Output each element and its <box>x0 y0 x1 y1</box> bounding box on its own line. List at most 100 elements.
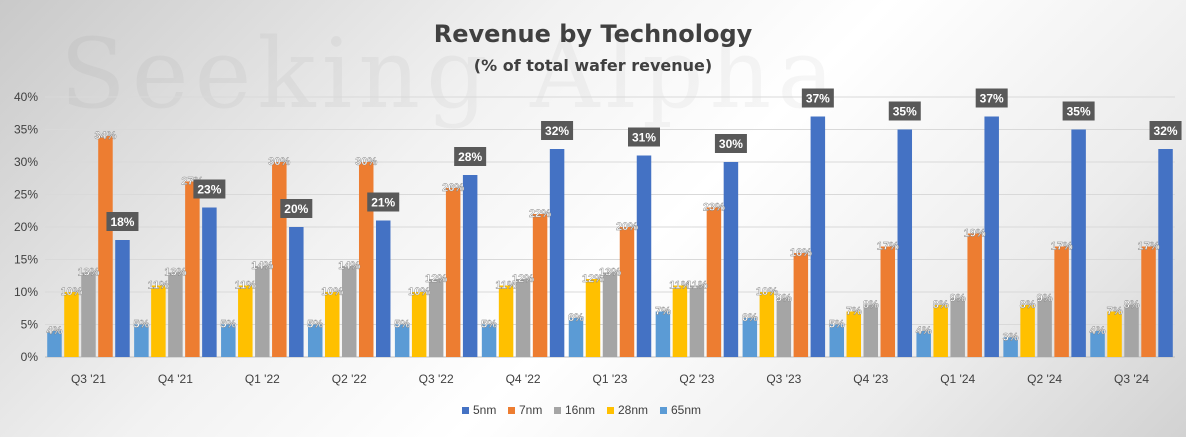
bar-16nm <box>689 285 705 357</box>
bar-5nm <box>810 116 826 357</box>
data-label: 17% <box>1051 241 1073 253</box>
data-label: 30% <box>268 156 290 168</box>
data-label: 11% <box>495 280 517 292</box>
data-label: 5% <box>829 319 845 331</box>
bar-5nm <box>462 175 478 357</box>
x-tick-label: Q2 '22 <box>332 372 367 386</box>
y-tick-label: 35% <box>14 123 38 137</box>
bar-7nm <box>532 214 548 357</box>
data-label: 11% <box>669 280 691 292</box>
bar-28nm <box>151 285 166 357</box>
bar-65nm <box>307 324 323 357</box>
data-label: 13% <box>164 267 186 279</box>
x-tick-label: Q2 '23 <box>679 372 714 386</box>
x-tick-label: Q4 '21 <box>158 372 193 386</box>
data-label-box <box>888 101 921 121</box>
data-label: 3% <box>1003 332 1019 344</box>
legend-label: 28nm <box>618 403 648 417</box>
legend-swatch-16nm <box>554 407 561 414</box>
data-label-box <box>801 88 834 108</box>
legend-label: 65nm <box>671 403 701 417</box>
data-label: 10% <box>60 286 82 298</box>
x-tick-label: Q3 '21 <box>71 372 106 386</box>
bar-7nm <box>445 188 461 357</box>
data-label: 8% <box>1124 299 1140 311</box>
data-label-box <box>714 134 747 153</box>
x-tick-label: Q3 '23 <box>766 372 801 386</box>
bar-7nm <box>619 227 635 357</box>
legend-swatch-5nm <box>462 407 469 414</box>
bar-16nm <box>1124 305 1139 357</box>
data-label: 10% <box>408 286 430 298</box>
data-label: 37% <box>980 92 1004 106</box>
data-label: 9% <box>1037 293 1053 305</box>
data-label: 11% <box>235 280 257 292</box>
bar-16nm <box>255 266 270 357</box>
data-label: 30% <box>719 137 743 151</box>
bar-28nm <box>672 285 688 357</box>
y-tick-label: 25% <box>14 188 38 202</box>
data-label: 20% <box>616 221 638 233</box>
data-label: 16% <box>790 247 812 259</box>
data-label: 9% <box>776 293 792 305</box>
data-label-box <box>1149 121 1182 140</box>
bar-28nm <box>846 311 862 357</box>
bar-7nm <box>185 181 200 357</box>
data-label-box <box>367 192 400 212</box>
data-label: 19% <box>964 228 986 240</box>
data-label: 35% <box>893 105 917 119</box>
data-label: 8% <box>933 299 949 311</box>
bar-28nm <box>64 292 79 357</box>
bar-65nm <box>568 318 584 357</box>
data-label: 8% <box>863 299 879 311</box>
x-tick-label: Q1 '23 <box>593 372 628 386</box>
data-label: 5% <box>220 319 236 331</box>
data-label: 10% <box>756 286 778 298</box>
data-label: 20% <box>284 202 308 216</box>
bar-16nm <box>81 272 96 357</box>
bar-5nm <box>115 240 130 357</box>
bar-5nm <box>636 155 652 357</box>
bar-7nm <box>1054 246 1069 357</box>
bar-28nm <box>1107 311 1122 357</box>
bar-7nm <box>1141 246 1156 357</box>
x-tick-label: Q4 '22 <box>506 372 541 386</box>
y-tick-label: 5% <box>21 318 39 332</box>
bar-5nm <box>723 162 739 357</box>
bar-16nm <box>950 298 965 357</box>
data-label: 14% <box>338 260 360 272</box>
data-label: 12% <box>582 273 604 285</box>
data-label: 32% <box>545 124 569 138</box>
data-label: 30% <box>355 156 377 168</box>
legend-label: 16nm <box>565 403 595 417</box>
bar-16nm <box>515 279 531 357</box>
legend-label: 5nm <box>473 403 496 417</box>
bar-7nm <box>98 136 113 357</box>
bar-7nm <box>272 162 287 357</box>
bar-65nm <box>221 324 236 357</box>
data-label: 11% <box>686 280 708 292</box>
bar-16nm <box>168 272 183 357</box>
bar-65nm <box>829 324 845 357</box>
bar-5nm <box>549 149 565 357</box>
legend-swatch-28nm <box>607 407 614 414</box>
y-tick-label: 10% <box>14 285 38 299</box>
bar-28nm <box>759 292 775 357</box>
bar-5nm <box>375 220 391 357</box>
bar-65nm <box>134 324 149 357</box>
bar-65nm <box>481 324 497 357</box>
data-label: 9% <box>950 293 966 305</box>
y-tick-label: 20% <box>14 220 38 234</box>
bar-65nm <box>394 324 410 357</box>
data-label: 5% <box>133 319 149 331</box>
data-label-box <box>975 88 1008 108</box>
bar-65nm <box>916 331 931 357</box>
data-label: 26% <box>442 182 464 194</box>
data-label: 14% <box>251 260 273 272</box>
bar-65nm <box>47 331 62 357</box>
data-label: 35% <box>1067 105 1091 119</box>
data-label-box <box>1062 101 1095 121</box>
data-label: 7% <box>1107 306 1123 318</box>
bar-65nm <box>742 318 758 357</box>
